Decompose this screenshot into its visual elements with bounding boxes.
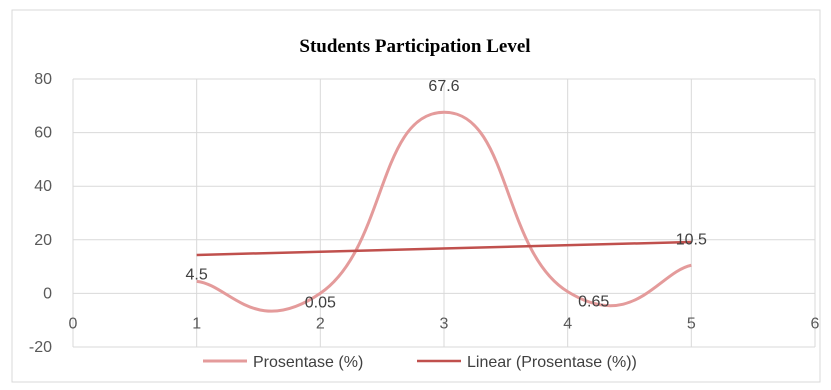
legend-label-prosentase: Prosentase (%) xyxy=(253,354,363,371)
data-label: 10.5 xyxy=(676,231,707,248)
series-layer xyxy=(196,110,692,313)
legend: Prosentase (%) Linear (Prosentase (%)) xyxy=(203,354,637,371)
axes: -20 0 20 40 60 80 0 1 2 3 4 5 6 xyxy=(29,71,820,356)
y-tick-label: 40 xyxy=(34,178,52,195)
x-tick-label: 5 xyxy=(687,315,696,332)
data-label: 0.05 xyxy=(305,294,336,311)
data-label: 0.65 xyxy=(578,294,609,311)
x-tick-label: 2 xyxy=(316,315,325,332)
series-line-linear-trend xyxy=(196,240,692,257)
x-tick-label: 1 xyxy=(192,315,201,332)
y-tick-label: 60 xyxy=(34,125,52,142)
chart-title: Students Participation Level xyxy=(299,36,530,57)
y-tick-label: 80 xyxy=(34,71,52,88)
gridlines xyxy=(72,78,816,348)
data-label: 4.5 xyxy=(186,266,208,283)
x-tick-label: 3 xyxy=(440,315,449,332)
x-tick-label: 6 xyxy=(811,315,820,332)
data-labels: 4.5 0.05 67.6 0.65 10.5 xyxy=(186,78,707,311)
y-tick-label: -20 xyxy=(29,339,52,356)
x-tick-label: 4 xyxy=(563,315,572,332)
y-tick-label: 20 xyxy=(34,232,52,249)
chart-border xyxy=(11,9,821,383)
data-label: 67.6 xyxy=(428,78,459,95)
y-tick-label: 0 xyxy=(43,285,52,302)
legend-label-linear: Linear (Prosentase (%)) xyxy=(467,354,637,371)
x-tick-label: 0 xyxy=(69,315,78,332)
